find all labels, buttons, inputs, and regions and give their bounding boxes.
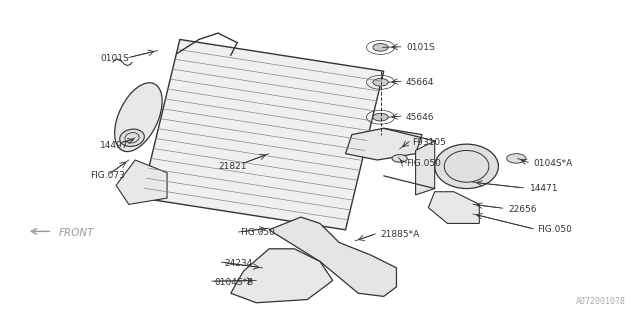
Circle shape [373, 78, 388, 86]
Text: FIG.050: FIG.050 [241, 228, 275, 237]
Polygon shape [346, 128, 422, 160]
Text: 21821: 21821 [218, 162, 246, 171]
Text: 24234: 24234 [225, 259, 253, 268]
Ellipse shape [120, 129, 145, 147]
Text: 14497: 14497 [100, 141, 129, 150]
Text: 0101S: 0101S [100, 54, 129, 63]
Text: 45646: 45646 [406, 113, 435, 122]
Text: F93105: F93105 [412, 138, 446, 147]
Circle shape [392, 155, 407, 162]
Text: 0104S*B: 0104S*B [215, 278, 254, 287]
Polygon shape [428, 192, 479, 223]
Text: FRONT: FRONT [59, 228, 94, 238]
Ellipse shape [435, 144, 499, 188]
Polygon shape [141, 39, 384, 230]
Polygon shape [415, 141, 435, 195]
Text: 0101S: 0101S [406, 43, 435, 52]
Text: A072001078: A072001078 [576, 297, 626, 306]
Text: 14471: 14471 [531, 184, 559, 193]
Circle shape [507, 154, 526, 163]
Ellipse shape [115, 83, 162, 152]
Text: 0104S*A: 0104S*A [534, 159, 573, 168]
Text: 45664: 45664 [406, 78, 435, 87]
Text: 21885*A: 21885*A [381, 230, 420, 239]
Polygon shape [231, 249, 333, 303]
Circle shape [373, 113, 388, 121]
Text: 22656: 22656 [508, 205, 536, 214]
Circle shape [373, 44, 388, 51]
Text: FIG.073: FIG.073 [91, 172, 125, 180]
Text: FIG.050: FIG.050 [406, 159, 441, 168]
Text: FIG.050: FIG.050 [537, 225, 572, 234]
Polygon shape [116, 160, 167, 204]
Polygon shape [269, 217, 396, 296]
